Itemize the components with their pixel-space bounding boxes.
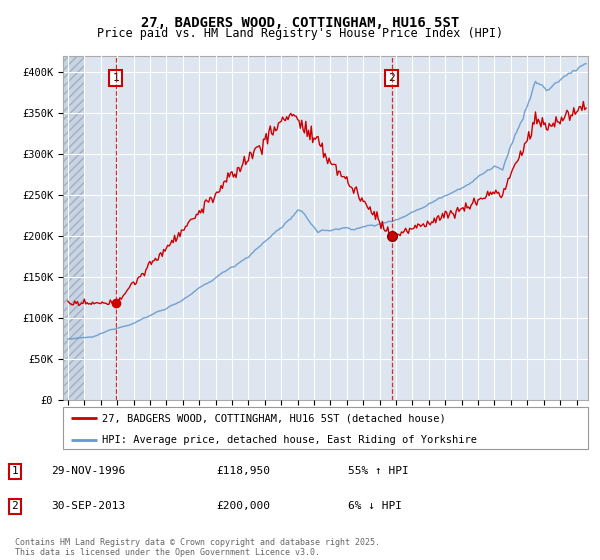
Text: £118,950: £118,950 bbox=[216, 466, 270, 476]
FancyBboxPatch shape bbox=[63, 407, 588, 449]
Bar bbox=[63, 56, 83, 400]
Text: £200,000: £200,000 bbox=[216, 501, 270, 511]
Text: 55% ↑ HPI: 55% ↑ HPI bbox=[348, 466, 409, 476]
Text: HPI: Average price, detached house, East Riding of Yorkshire: HPI: Average price, detached house, East… bbox=[103, 435, 478, 445]
Text: Price paid vs. HM Land Registry's House Price Index (HPI): Price paid vs. HM Land Registry's House … bbox=[97, 27, 503, 40]
Text: 1: 1 bbox=[11, 466, 19, 476]
Text: 2: 2 bbox=[11, 501, 19, 511]
Text: Contains HM Land Registry data © Crown copyright and database right 2025.
This d: Contains HM Land Registry data © Crown c… bbox=[15, 538, 380, 557]
Text: 27, BADGERS WOOD, COTTINGHAM, HU16 5ST (detached house): 27, BADGERS WOOD, COTTINGHAM, HU16 5ST (… bbox=[103, 413, 446, 423]
Text: 29-NOV-1996: 29-NOV-1996 bbox=[51, 466, 125, 476]
Text: 27, BADGERS WOOD, COTTINGHAM, HU16 5ST: 27, BADGERS WOOD, COTTINGHAM, HU16 5ST bbox=[141, 16, 459, 30]
Text: 2: 2 bbox=[389, 73, 395, 83]
Text: 30-SEP-2013: 30-SEP-2013 bbox=[51, 501, 125, 511]
Text: 6% ↓ HPI: 6% ↓ HPI bbox=[348, 501, 402, 511]
Text: 1: 1 bbox=[112, 73, 119, 83]
